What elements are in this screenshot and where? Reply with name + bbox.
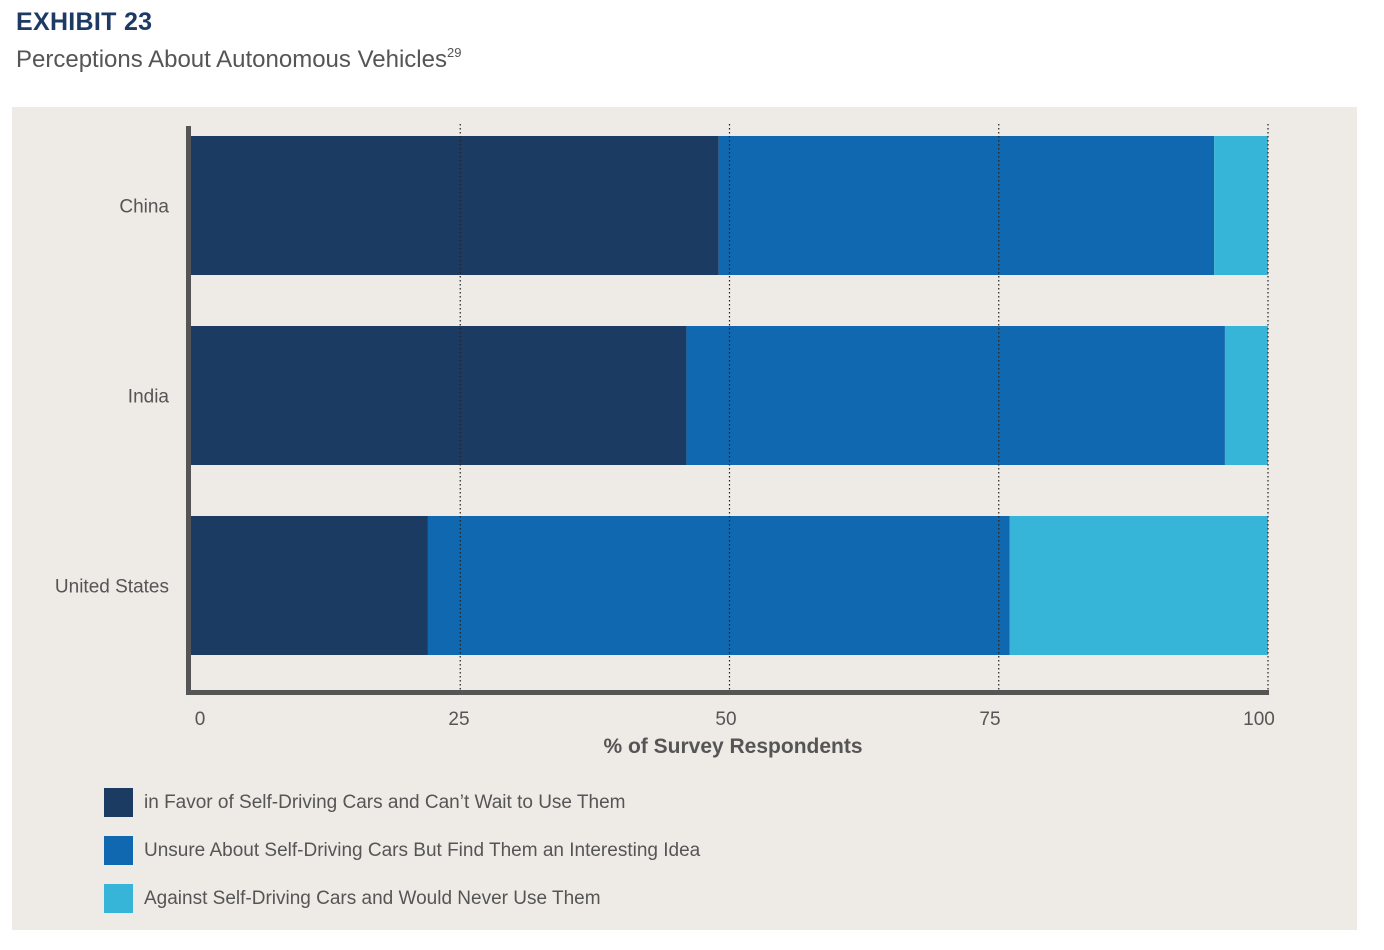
exhibit-label: EXHIBIT 23 (16, 8, 153, 36)
x-tick-label: 0 (195, 709, 206, 730)
category-label: India (128, 387, 170, 408)
legend-label: Unsure About Self-Driving Cars But Find … (144, 839, 701, 861)
footnote-marker: 29 (446, 45, 462, 60)
category-label: United States (55, 577, 169, 598)
bar-united-states-favor (191, 516, 428, 655)
x-tick-label: 100 (1243, 709, 1275, 730)
bar-india-unsure (686, 326, 1225, 465)
legend-swatch (104, 836, 133, 865)
bar-india-against (1224, 326, 1268, 465)
x-tick-label: 25 (448, 709, 469, 730)
legend-item: Against Self-Driving Cars and Would Neve… (104, 884, 700, 913)
legend-label: in Favor of Self-Driving Cars and Can’t … (144, 791, 626, 813)
category-label: China (119, 197, 169, 218)
legend-item: in Favor of Self-Driving Cars and Can’t … (104, 788, 700, 817)
bar-china-against (1214, 136, 1268, 275)
bar-united-states-unsure (427, 516, 1010, 655)
subtitle-text: Perceptions About Autonomous Vehicles (16, 46, 447, 73)
legend-label: Against Self-Driving Cars and Would Neve… (144, 887, 601, 909)
x-tick-label: 50 (715, 709, 736, 730)
bar-united-states-against (1009, 516, 1268, 655)
legend-swatch (104, 884, 133, 913)
chart-legend: in Favor of Self-Driving Cars and Can’t … (104, 788, 700, 932)
legend-swatch (104, 788, 133, 817)
bar-china-unsure (718, 136, 1215, 275)
bar-india-favor (191, 326, 687, 465)
chart-subtitle: Perceptions About Autonomous Vehicles29 (16, 45, 461, 74)
bar-china-favor (191, 136, 719, 275)
x-axis-title: % of Survey Respondents (603, 735, 862, 758)
legend-item: Unsure About Self-Driving Cars But Find … (104, 836, 700, 865)
x-tick-label: 75 (979, 709, 1000, 730)
